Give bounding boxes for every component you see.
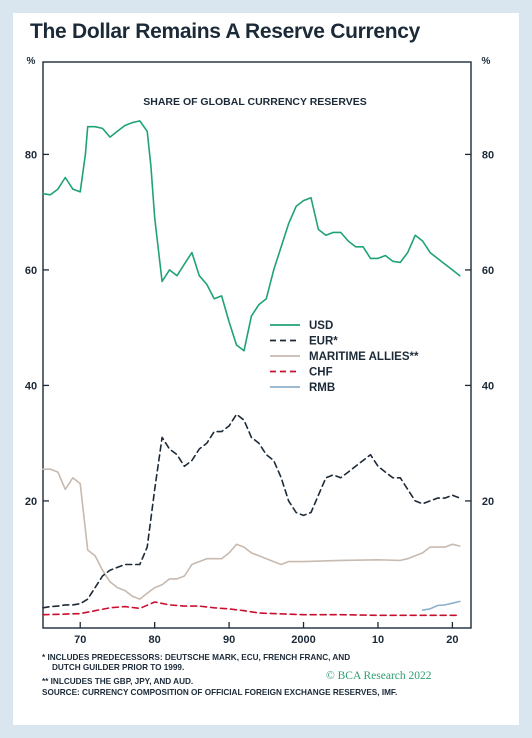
y-tick-label-right: 80 [482, 149, 494, 161]
footnote-source: SOURCE: CURRENCY COMPOSITION OF OFFICIAL… [42, 688, 398, 697]
footnote-2: DUTCH GUILDER PRIOR TO 1999. [52, 663, 185, 672]
y-tick-label-right: 40 [482, 380, 494, 392]
series-line-maritime-allies [42, 468, 461, 600]
y-tick-label-left: 80 [25, 149, 37, 161]
x-tick-label: 10 [372, 634, 384, 646]
legend-label-usd: USD [309, 320, 333, 332]
credit-label: © BCA Research 2022 [326, 670, 432, 682]
legend-label-chf: CHF [309, 367, 333, 379]
chart-title: The Dollar Remains A Reserve Currency [30, 20, 421, 43]
legend-label-eur: EUR* [309, 336, 338, 348]
x-tick-label: 20 [446, 634, 458, 646]
axis-ticks: 20 20 40 40 60 60 80 80 70 80 90 2000 10 20 [25, 149, 494, 646]
footnote-3: ** INLCUDES THE GBP, JPY, AND AUD. [42, 677, 194, 686]
footnote-1: * INCLUDES PREDECESSORS: DEUTSCHE MARK, … [42, 653, 351, 662]
plot-subtitle: SHARE OF GLOBAL CURRENCY RESERVES [143, 96, 366, 108]
series-line-rmb [421, 600, 461, 611]
y-tick-label-right: 20 [482, 496, 494, 508]
legend-label-rmb: RMB [309, 382, 335, 394]
series-line-usd [42, 120, 461, 352]
y-tick-label-left: 20 [25, 496, 37, 508]
y-tick-label-left: 40 [25, 380, 37, 392]
series-lines [42, 120, 461, 617]
x-tick-label: 2000 [291, 634, 315, 646]
y-unit-right: % [482, 56, 491, 67]
x-tick-label: 70 [74, 634, 86, 646]
series-line-eur [42, 413, 461, 609]
plot-frame [42, 61, 472, 629]
legend: USD EUR* MARITIME ALLIES** CHF RMB [270, 320, 419, 394]
y-tick-label-right: 60 [482, 265, 494, 277]
series-line-chf [42, 601, 461, 617]
x-tick-label: 90 [223, 634, 235, 646]
legend-label-maritime-allies: MARITIME ALLIES** [309, 351, 419, 363]
y-tick-label-left: 60 [25, 265, 37, 277]
y-unit-left: % [27, 56, 36, 67]
x-tick-label: 80 [149, 634, 161, 646]
